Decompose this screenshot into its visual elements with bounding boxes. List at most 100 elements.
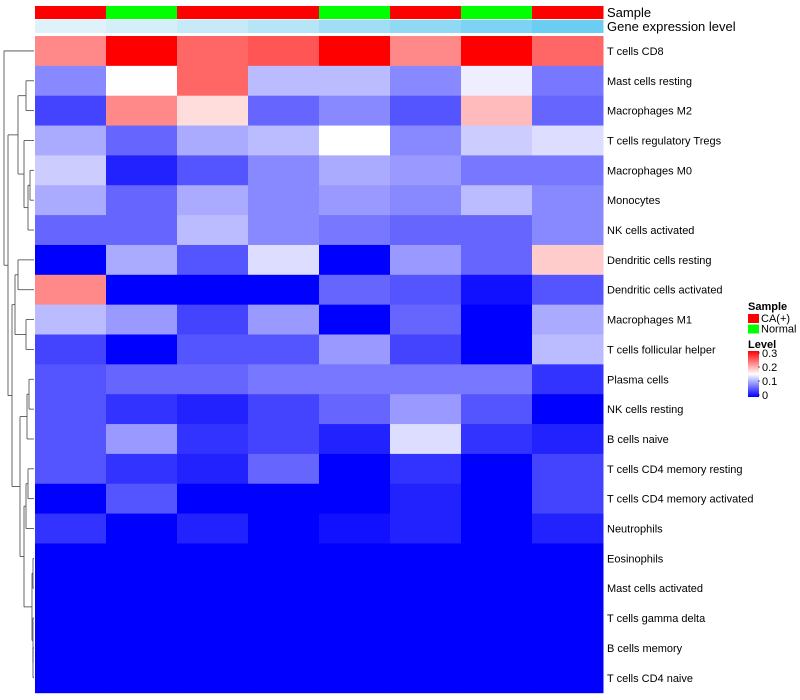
row-label: T cells CD4 memory resting	[607, 464, 743, 476]
heatmap-cell	[319, 36, 391, 67]
sample-legend-swatch	[748, 314, 759, 323]
heatmap-cell	[177, 304, 249, 335]
heatmap-cell	[532, 662, 604, 694]
heatmap-cell	[248, 603, 320, 634]
level-tick-label: 0.2	[762, 362, 777, 374]
sample-annotation-label: Sample	[607, 5, 651, 20]
heatmap-cell	[248, 483, 320, 515]
heatmap-cell	[248, 424, 320, 455]
heatmap-cell	[177, 274, 249, 306]
heatmap-cell	[532, 65, 604, 97]
heatmap-cell	[319, 513, 391, 544]
row-label: NK cells activated	[607, 225, 694, 237]
level-color-bar	[748, 351, 759, 397]
heatmap-cell	[461, 573, 533, 604]
heatmap-cell	[390, 274, 462, 306]
heatmap-cell	[461, 274, 533, 306]
heatmap-cell	[35, 513, 107, 544]
heatmap-cell	[532, 215, 604, 246]
heatmap-cell	[177, 65, 249, 97]
heatmap-cell	[177, 185, 249, 216]
heatmap-cell	[390, 394, 462, 425]
sample-legend-title: Sample	[748, 301, 787, 313]
heatmap-cell	[35, 36, 107, 67]
heatmap-cell	[248, 304, 320, 335]
heatmap-cell	[35, 185, 107, 216]
heatmap-cell	[532, 185, 604, 216]
heatmap-cell	[532, 513, 604, 544]
level-tick-label: 0.3	[762, 348, 777, 360]
row-label: Mast cells resting	[607, 76, 692, 88]
heatmap-cell	[248, 65, 320, 97]
heatmap-cell	[390, 513, 462, 544]
row-label: T cells regulatory Tregs	[607, 135, 722, 147]
heatmap-cell	[319, 185, 391, 216]
heatmap-cell	[35, 424, 107, 455]
heatmap-cell	[319, 483, 391, 515]
heatmap-cell	[177, 125, 249, 156]
heatmap-cell	[35, 215, 107, 246]
sample-annotation-cell	[461, 6, 533, 19]
row-label: B cells memory	[607, 643, 683, 655]
heatmap-cell	[177, 662, 249, 694]
heatmap-cell	[248, 125, 320, 156]
heatmap-cell	[461, 603, 533, 634]
heatmap-cell	[461, 155, 533, 186]
heatmap-cell	[35, 543, 107, 574]
heatmap-cell	[177, 95, 249, 127]
expression-annotation-cell	[461, 20, 533, 33]
heatmap-cell	[319, 304, 391, 335]
heatmap-cell	[319, 244, 391, 276]
heatmap-cell	[248, 394, 320, 425]
heatmap-cell	[461, 125, 533, 156]
heatmap-cell	[390, 424, 462, 455]
heatmap-cell	[106, 125, 178, 156]
heatmap-cell	[177, 334, 249, 365]
heatmap-cell	[461, 424, 533, 455]
heatmap-cell	[532, 334, 604, 365]
heatmap-cell	[248, 543, 320, 574]
sample-legend-swatch	[748, 324, 759, 334]
heatmap-cell	[319, 125, 391, 156]
row-label: T cells follicular helper	[607, 344, 716, 356]
row-label: B cells naive	[607, 434, 669, 446]
heatmap-cell	[319, 633, 391, 664]
heatmap-cell	[177, 483, 249, 515]
heatmap-cell	[35, 125, 107, 156]
heatmap-cell	[248, 633, 320, 664]
heatmap-cell	[390, 36, 462, 67]
heatmap-cell	[461, 215, 533, 246]
heatmap-cell	[319, 394, 391, 425]
heatmap-cell	[461, 662, 533, 694]
heatmap-cell	[177, 215, 249, 246]
heatmap-cell	[532, 125, 604, 156]
heatmap-cell	[106, 274, 178, 306]
heatmap-cell	[532, 573, 604, 604]
level-tick-label: 0.1	[762, 376, 777, 388]
heatmap-cell	[390, 483, 462, 515]
heatmap-cell	[319, 95, 391, 127]
heatmap-cell	[532, 543, 604, 574]
heatmap-cell	[461, 394, 533, 425]
heatmap-cell	[390, 633, 462, 664]
heatmap-cell	[106, 334, 178, 365]
heatmap-cell	[532, 483, 604, 515]
heatmap-cell	[532, 394, 604, 425]
heatmap-cell	[35, 155, 107, 186]
row-label: Dendritic cells activated	[607, 285, 723, 297]
heatmap-cell	[177, 633, 249, 664]
heatmap-cell	[461, 36, 533, 67]
heatmap-cell	[390, 603, 462, 634]
heatmap-cell	[177, 513, 249, 544]
heatmap-cell	[177, 424, 249, 455]
heatmap-cell	[461, 244, 533, 276]
row-label: Monocytes	[607, 195, 661, 207]
heatmap-cell	[390, 185, 462, 216]
heatmap-cell	[390, 215, 462, 246]
heatmap-cell	[106, 453, 178, 485]
level-tick-label: 0	[762, 390, 768, 402]
heatmap-cell	[390, 334, 462, 365]
heatmap-cell	[106, 215, 178, 246]
heatmap-cell	[390, 155, 462, 186]
